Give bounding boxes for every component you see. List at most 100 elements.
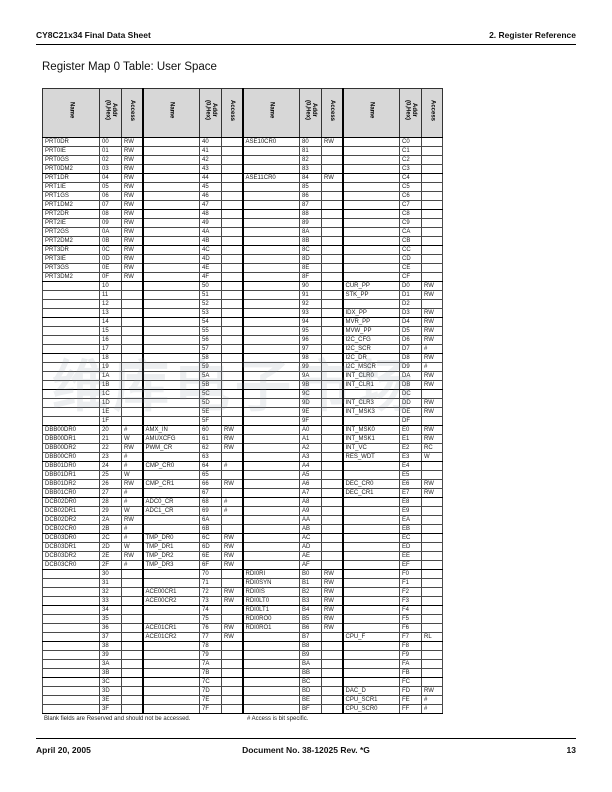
cell-addr: D5: [399, 326, 422, 336]
cell-name: PRT0DR: [42, 137, 100, 147]
cell-name: [241, 686, 300, 696]
table-row: DBB00DR0 20 # AMX_IN 60 RW A0 INT_MSK0 E0 RW: [42, 425, 443, 435]
cell-addr: 59: [199, 362, 222, 372]
cell-addr: B9: [299, 650, 322, 660]
cell-name: PRT0IE: [42, 146, 100, 156]
cell-access: [321, 164, 343, 174]
cell-name: [341, 137, 400, 147]
cell-access: [421, 245, 443, 255]
col-header-name-label: Name: [368, 102, 375, 119]
cell-access: [321, 407, 343, 417]
cell-access: [321, 506, 343, 516]
table-head: Name Addr (0,Hex) Access Name Addr (0,He…: [42, 88, 443, 138]
cell-name: [42, 398, 100, 408]
cell-addr: 1C: [99, 389, 122, 399]
footer-divider: [36, 738, 576, 739]
cell-access: [321, 452, 343, 462]
cell-access: [421, 542, 443, 552]
cell-addr: F8: [399, 641, 422, 651]
cell-name: [241, 200, 300, 210]
cell-name: PRT0DM2: [42, 164, 100, 174]
cell-addr: 06: [99, 191, 122, 201]
cell-name: [141, 335, 200, 345]
cell-addr: F1: [399, 578, 422, 588]
cell-addr: B4: [299, 605, 322, 615]
cell-addr: BC: [299, 677, 322, 687]
cell-addr: DA: [399, 371, 422, 381]
page-header-right: 2. Register Reference: [489, 30, 576, 40]
cell-name: CPU_SCR1: [341, 695, 400, 705]
cell-name: [141, 659, 200, 669]
cell-access: [321, 335, 343, 345]
cell-addr: CC: [399, 245, 422, 255]
cell-name: [42, 641, 100, 651]
cell-addr: 60: [199, 425, 222, 435]
cell-access: [321, 155, 343, 165]
cell-access: RW: [121, 227, 143, 237]
cell-access: W: [121, 434, 143, 444]
cell-name: [241, 479, 300, 489]
cell-name: [141, 317, 200, 327]
cell-name: PRT3GS: [42, 263, 100, 273]
cell-name: INT_VC: [341, 443, 400, 453]
cell-access: [321, 533, 343, 543]
cell-name: [341, 209, 400, 219]
cell-addr: 0C: [99, 245, 122, 255]
cell-access: RW: [421, 308, 443, 318]
cell-access: [121, 362, 143, 372]
cell-name: PRT2IE: [42, 218, 100, 228]
cell-access: [221, 524, 243, 534]
cell-addr: A3: [299, 452, 322, 462]
cell-access: [321, 362, 343, 372]
cell-access: RW: [121, 254, 143, 264]
cell-name: [42, 578, 100, 588]
cell-addr: 2B: [99, 524, 122, 534]
cell-addr: 90: [299, 281, 322, 291]
cell-addr: 78: [199, 641, 222, 651]
cell-name: DBB01DR2: [42, 479, 100, 489]
cell-addr: 8D: [299, 254, 322, 264]
table-row: 1F 5F 9F DF: [42, 416, 443, 426]
cell-name: [141, 650, 200, 660]
cell-name: [341, 245, 400, 255]
cell-name: [341, 587, 400, 597]
page-footer: Document No. 38-12025 Rev. *G April 20, …: [36, 745, 576, 755]
cell-access: [421, 515, 443, 525]
cell-addr: D9: [399, 362, 422, 372]
cell-name: [42, 650, 100, 660]
cell-name: [341, 236, 400, 246]
cell-access: [121, 290, 143, 300]
cell-access: [421, 506, 443, 516]
table-row: PRT2IE 09 RW 49 89 C9: [42, 218, 443, 228]
cell-addr: 96: [299, 335, 322, 345]
cell-addr: 92: [299, 299, 322, 309]
cell-access: [221, 371, 243, 381]
cell-access: [421, 173, 443, 183]
col-header-addr-label: Addr (0,Hex): [304, 100, 318, 121]
cell-access: [321, 272, 343, 282]
cell-addr: F6: [399, 623, 422, 633]
cell-access: [321, 308, 343, 318]
cell-name: DCB02DR1: [42, 506, 100, 516]
cell-access: RW: [321, 623, 343, 633]
cell-addr: DB: [399, 380, 422, 390]
cell-access: W: [121, 506, 143, 516]
cell-access: [321, 353, 343, 363]
cell-addr: FF: [399, 704, 422, 714]
col-header-name: Name: [42, 88, 100, 138]
cell-name: [141, 191, 200, 201]
cell-name: [241, 641, 300, 651]
cell-name: [141, 353, 200, 363]
cell-access: [321, 479, 343, 489]
cell-name: [341, 389, 400, 399]
cell-access: [221, 686, 243, 696]
cell-name: [241, 281, 300, 291]
cell-name: STK_PP: [341, 290, 400, 300]
cell-access: [421, 560, 443, 570]
cell-access: [321, 542, 343, 552]
cell-name: [141, 200, 200, 210]
cell-addr: 04: [99, 173, 122, 183]
cell-access: [321, 686, 343, 696]
cell-name: [241, 542, 300, 552]
